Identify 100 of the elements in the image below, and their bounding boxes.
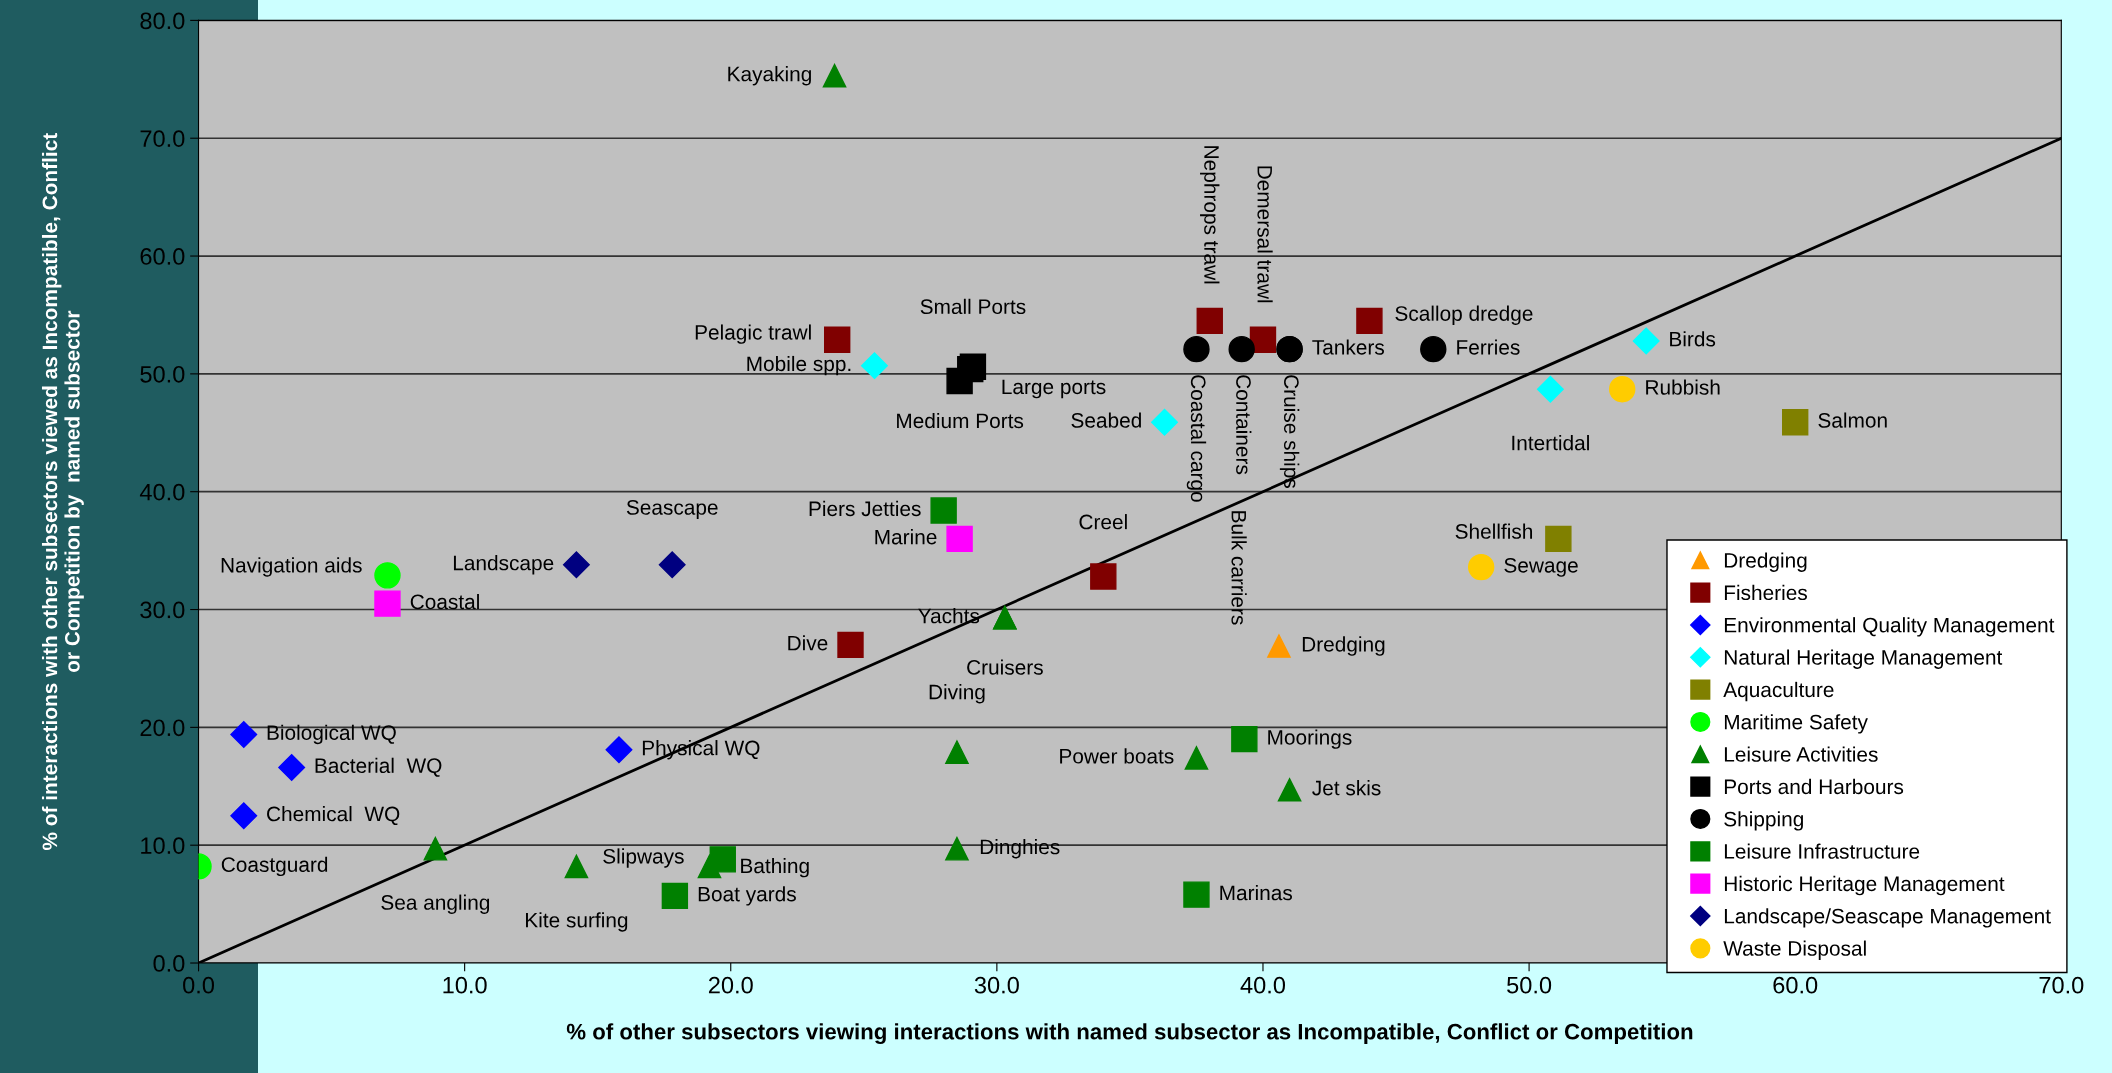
annotation: Moorings — [1268, 729, 1352, 749]
annotation: Sea angling — [381, 894, 490, 914]
point — [1228, 335, 1255, 363]
point — [930, 497, 957, 524]
y-tick-label: 60.0 — [140, 248, 185, 265]
annotation: Shellfish — [1455, 523, 1533, 539]
point — [1536, 375, 1564, 403]
point — [374, 590, 401, 617]
point — [1467, 553, 1495, 581]
annotation: Rubbish — [1646, 379, 1720, 395]
annotation: Creel — [1079, 514, 1127, 530]
legend-label: Leisure Infrastructure — [1724, 843, 1920, 859]
annotation: Boat yards — [698, 886, 796, 906]
point — [1545, 525, 1572, 553]
point — [1632, 327, 1660, 355]
y-tick-label: 70.0 — [140, 130, 185, 147]
annotation: Pelagic trawl — [695, 324, 811, 344]
x-tick-label: 40.0 — [1240, 976, 1286, 994]
point — [564, 854, 589, 879]
annotation: Salmon — [1818, 412, 1887, 428]
annotation: Birds — [1670, 331, 1716, 347]
point — [1196, 307, 1223, 335]
legend-label: Landscape/Seascape Management — [1724, 908, 2051, 928]
point — [1183, 881, 1210, 908]
annotation: Large ports — [1002, 379, 1106, 399]
x-axis-title: % of other subsectors viewing interactions with named subsector as Incompatible, Conflict or Competition — [566, 1023, 1693, 1045]
x-tick-label: 70.0 — [2039, 976, 2084, 994]
annotation: Piers Jetties — [809, 500, 921, 517]
y-tick-label: 80.0 — [140, 12, 185, 30]
legend-label: Waste Disposal — [1723, 940, 1866, 960]
annotation: Dredging — [1302, 636, 1385, 656]
annotation: Small Ports — [920, 298, 1026, 315]
annotation: Scallop dredge — [1395, 305, 1533, 326]
x-tick-label: 10.0 — [443, 976, 487, 994]
point — [278, 753, 306, 781]
x-tick-label: 20.0 — [708, 976, 753, 994]
annotation: Diving — [929, 684, 985, 704]
annotation: Coastal — [410, 593, 479, 610]
annotation: Landscape — [453, 555, 554, 575]
y-axis-title: % of interactions with other subsectors viewed as Incompatible, Conflict or Competition by named subsector — [41, 133, 84, 851]
legend-label: Historic Heritage Management — [1724, 875, 2005, 896]
legend-label: Natural Heritage Management — [1724, 649, 2003, 669]
point — [1267, 634, 1291, 658]
annotation: Intertidal — [1512, 435, 1589, 451]
annotation: Cruisers — [967, 659, 1043, 675]
x-tick-label: 50.0 — [1507, 976, 1552, 994]
annotation: Bulk carriers — [1231, 511, 1247, 625]
point — [709, 846, 736, 873]
point — [945, 740, 969, 764]
annotation: Bacterial WQ — [315, 757, 442, 777]
y-tick-label: 20.0 — [140, 719, 185, 737]
point — [1231, 725, 1258, 753]
legend-label: Environmental Quality Management — [1724, 617, 2055, 637]
annotation: Navigation aids — [221, 557, 362, 577]
annotation: Containers — [1236, 375, 1252, 475]
point — [658, 551, 686, 579]
point — [822, 63, 847, 88]
point — [1184, 746, 1209, 770]
point — [1151, 408, 1178, 436]
point — [1609, 375, 1636, 403]
annotation: Chemical WQ — [267, 806, 400, 826]
legend-label: Maritime Safety — [1724, 714, 1868, 734]
legend-label: Dredging — [1724, 552, 1807, 572]
point — [1420, 335, 1447, 363]
point — [945, 836, 969, 861]
annotation: Demersal trawl — [1257, 166, 1273, 303]
point — [1781, 408, 1809, 436]
point — [946, 525, 973, 553]
point — [1277, 778, 1302, 802]
annotation: Coastguard — [221, 856, 328, 877]
point — [230, 802, 258, 830]
annotation: Bathing — [741, 857, 809, 878]
annotation: Seascape — [626, 500, 718, 519]
y-tick-label: 0.0 — [153, 955, 185, 972]
annotation: Cruise ships — [1279, 375, 1300, 488]
point — [1356, 307, 1383, 335]
y-tick-label: 10.0 — [141, 837, 185, 854]
legend-label: Fisheries — [1724, 584, 1807, 601]
point — [860, 352, 888, 380]
annotation: Jet skis — [1312, 780, 1381, 796]
annotation: Dive — [788, 635, 828, 651]
annotation: Kite surfing — [526, 912, 628, 932]
annotation: Medium Ports — [897, 412, 1024, 429]
annotation: Sewage — [1504, 557, 1578, 577]
x-tick-label: 0.0 — [183, 976, 215, 994]
x-tick-label: 60.0 — [1773, 976, 1818, 994]
point — [837, 631, 864, 659]
legend-label: Leisure Activities — [1724, 746, 1878, 762]
annotation: Seabed — [1071, 412, 1141, 428]
y-tick-label: 50.0 — [140, 365, 185, 383]
point — [1183, 335, 1210, 363]
annotation: Marine — [875, 529, 937, 545]
annotation: Biological WQ — [267, 724, 396, 745]
point — [423, 836, 448, 861]
point — [824, 326, 851, 353]
point — [562, 551, 590, 579]
annotation: Tankers — [1312, 339, 1384, 355]
annotation: Coastal cargo — [1186, 375, 1207, 502]
annotation: Nephrops trawl — [1200, 146, 1220, 284]
point — [605, 736, 633, 764]
